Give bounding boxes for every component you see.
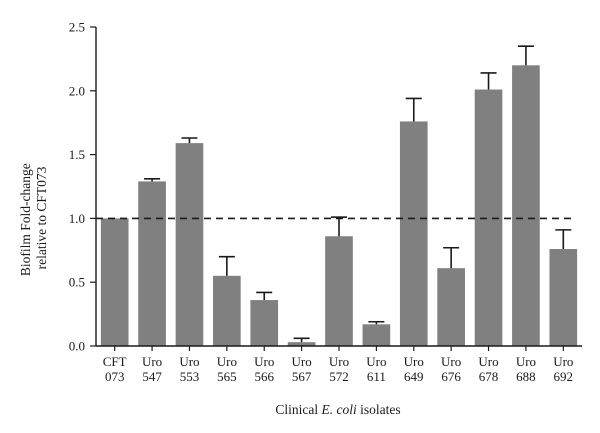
bar-5 xyxy=(287,342,316,346)
y-tick-label-2: 1.0 xyxy=(69,211,85,226)
x-tick-label-10-line-1: 678 xyxy=(479,369,499,384)
x-tick-label-6: Uro 572 xyxy=(329,354,349,384)
x-tick-label-3: Uro 565 xyxy=(217,354,237,384)
x-tick-label-1-line-1: 547 xyxy=(142,369,162,384)
x-tick-label-9-line-1: 676 xyxy=(441,369,461,384)
y-axis-title-line2: relative to CFT073 xyxy=(34,166,49,269)
bar-6 xyxy=(325,236,353,346)
x-tick-label-0-line-0: CFT xyxy=(103,354,127,369)
x-tick-label-0: CFT 073 xyxy=(103,354,127,384)
bar-7 xyxy=(362,324,391,346)
x-tick-label-8-line-0: Uro xyxy=(404,354,424,369)
y-axis-title-line1: Biofilm Fold-change xyxy=(18,163,33,276)
x-tick-label-7-line-0: Uro xyxy=(366,354,386,369)
x-tick-label-2: Uro 553 xyxy=(179,354,199,384)
x-tick-label-12: Uro 692 xyxy=(553,354,573,384)
bar-1 xyxy=(138,181,166,346)
x-tick-label-0-line-1: 073 xyxy=(105,369,125,384)
x-tick-label-4-line-0: Uro xyxy=(254,354,274,369)
x-tick-label-7-line-1: 611 xyxy=(367,369,386,384)
bar-3 xyxy=(213,275,241,346)
bar-8 xyxy=(399,121,428,346)
x-tick-label-12-line-1: 692 xyxy=(554,369,574,384)
y-tick-label-3: 1.5 xyxy=(69,147,85,162)
x-tick-label-11-line-0: Uro xyxy=(516,354,536,369)
x-tick-label-2-line-1: 553 xyxy=(180,369,200,384)
x-tick-label-10: Uro 678 xyxy=(478,354,498,384)
x-tick-label-6-line-0: Uro xyxy=(329,354,349,369)
x-tick-label-10-line-0: Uro xyxy=(478,354,498,369)
x-tick-label-1: Uro 547 xyxy=(142,354,162,384)
error-bars-group xyxy=(144,45,572,343)
bar-12 xyxy=(549,249,578,346)
y-tick-label-4: 2.0 xyxy=(69,83,85,98)
x-tick-label-8-line-1: 649 xyxy=(404,369,424,384)
x-tick-label-11: Uro 688 xyxy=(516,354,536,384)
x-tick-label-12-line-0: Uro xyxy=(553,354,573,369)
x-tick-label-4-line-1: 566 xyxy=(254,369,274,384)
bars-group xyxy=(100,65,578,347)
bar-0 xyxy=(100,218,129,346)
x-axis-title-italic: E. coli xyxy=(321,402,357,417)
x-tick-label-5-line-0: Uro xyxy=(292,354,312,369)
x-axis-title: Clinical E. coli isolates xyxy=(275,402,400,417)
x-axis-title-prefix: Clinical xyxy=(275,402,321,417)
y-tick-label-0: 0.0 xyxy=(69,339,85,354)
bar-11 xyxy=(512,65,540,346)
x-tick-label-6-line-1: 572 xyxy=(329,369,349,384)
x-tick-label-3-line-1: 565 xyxy=(217,369,237,384)
x-tick-label-7: Uro 611 xyxy=(366,354,386,384)
x-tick-label-2-line-0: Uro xyxy=(179,354,199,369)
x-tick-label-11-line-1: 688 xyxy=(516,369,536,384)
y-tick-label-5: 2.5 xyxy=(69,20,85,35)
x-tick-label-3-line-0: Uro xyxy=(217,354,237,369)
x-tick-label-4: Uro 566 xyxy=(254,354,274,384)
x-axis-title-suffix: isolates xyxy=(357,402,401,417)
x-tick-label-8: Uro 649 xyxy=(404,354,424,384)
x-tick-label-5: Uro 567 xyxy=(292,354,312,384)
x-tick-label-9-line-0: Uro xyxy=(441,354,461,369)
y-ticks-group: 0.0 0.5 1.0 1.5 2.0 2.5 xyxy=(69,20,96,354)
x-tick-label-5-line-1: 567 xyxy=(292,369,312,384)
bar-9 xyxy=(437,268,465,346)
x-tick-label-1-line-0: Uro xyxy=(142,354,162,369)
bar-4 xyxy=(250,300,279,346)
bar-2 xyxy=(175,143,204,346)
y-tick-label-1: 0.5 xyxy=(69,275,85,290)
y-axis-title: Biofilm Fold-change relative to CFT073 xyxy=(18,160,49,276)
x-tick-label-9: Uro 676 xyxy=(441,354,461,384)
